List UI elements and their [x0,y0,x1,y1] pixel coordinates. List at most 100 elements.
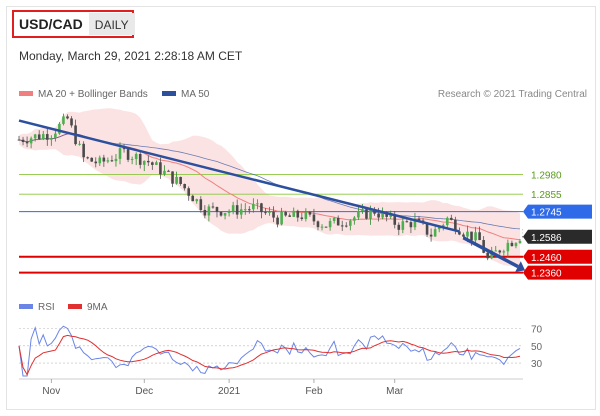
candle-body [159,162,162,175]
ma50-legend-swatch [162,91,176,96]
candle-body [478,232,481,241]
candle-body [252,204,255,210]
candle-body [102,157,106,162]
oscillator-layer: 70 50 30 [18,325,543,377]
candle-body [304,212,308,219]
candle-body [58,123,61,134]
candle-body [219,211,223,216]
credit-label: Research © 2021 Trading Central [438,89,587,100]
candle-body [397,224,401,230]
candle-body [134,153,138,160]
candle-body [288,215,292,217]
candle-body [29,138,33,144]
candle-body [405,221,409,223]
osc-tick-label-1: 50 [531,342,543,353]
candle-body [413,218,417,228]
candle-body [268,211,271,213]
candle-body [445,217,449,226]
candle-body [365,209,368,219]
candle-body [320,226,324,228]
candle-body [437,227,441,230]
candle-body [466,231,469,237]
candle-body [82,143,85,158]
candle-body [207,206,211,216]
osc-tick-label-2: 30 [531,359,543,370]
candle-body [454,219,457,232]
candle-body [146,160,150,163]
candle-body [361,209,364,212]
candle-body [377,213,380,218]
candle-body [401,221,405,230]
candle-body [462,234,465,237]
x-tick-label-3: Feb [305,386,323,397]
rsi-line [18,325,521,377]
x-tick-label-1: Dec [135,386,153,397]
candle-body [41,134,45,139]
x-axis-layer: Nov Dec 2021 Feb Mar [19,378,523,397]
candle-body [195,199,199,202]
candle-body [433,229,437,237]
candle-body [183,183,186,189]
symbol-label: USD/CAD [19,16,83,32]
forecast-arrow-shaft [462,236,519,269]
candle-body [191,195,195,202]
candle-body [179,176,182,184]
candle-body [223,213,227,216]
candle-body [308,212,312,215]
candle-body [151,162,154,165]
candle-body [300,217,304,219]
trend-layer [18,119,526,272]
rsi-legend-label: RSI [38,302,55,313]
candle-body [114,158,118,162]
candle-body [393,214,397,225]
forecast-arrow-head [515,261,526,272]
candle-body [332,217,336,221]
ma50-legend-label: MA 50 [181,89,210,100]
period-label: DAILY [88,13,135,35]
candle-body [163,170,166,175]
candle-body [296,210,300,218]
candle-body [66,116,69,119]
candle-body [231,205,235,212]
candle-body [417,218,421,221]
candle-body [280,212,283,225]
candle-body [17,139,21,141]
candle-body [155,162,158,165]
candle-body [369,209,372,219]
candle-body [90,157,94,162]
level-label-2: 1.2745 [531,208,562,219]
candle-body [316,221,320,228]
candle-body [167,170,170,172]
candle-body [450,217,453,220]
level-label-4: 1.2460 [531,253,562,264]
ma20-legend-swatch [19,91,33,96]
candle-body [292,210,296,217]
candle-body [94,161,98,164]
candle-body [312,214,316,222]
candle-body [98,157,102,164]
candle-body [86,157,89,159]
level-label-3: 1.2586 [531,233,562,244]
candle-body [37,134,41,139]
candle-body [187,188,190,196]
candle-body [175,176,178,184]
candle-body [118,148,122,159]
candle-body [247,209,251,211]
bollinger-band [19,108,520,267]
candle-body [21,139,25,143]
candle-body [50,138,53,140]
x-tick-label-0: Nov [42,386,60,397]
candle-body [272,211,275,218]
candle-body [239,209,243,215]
candle-body [349,220,352,226]
candle-body [409,222,413,228]
x-tick-label-4: Mar [386,386,404,397]
x-tick-label-2: 2021 [218,386,241,397]
candle-body [227,211,231,214]
candle-body [458,231,461,235]
candle-body [328,220,332,228]
candle-body [324,226,328,228]
ma9-legend-swatch [68,304,82,309]
candle-body [506,242,510,252]
